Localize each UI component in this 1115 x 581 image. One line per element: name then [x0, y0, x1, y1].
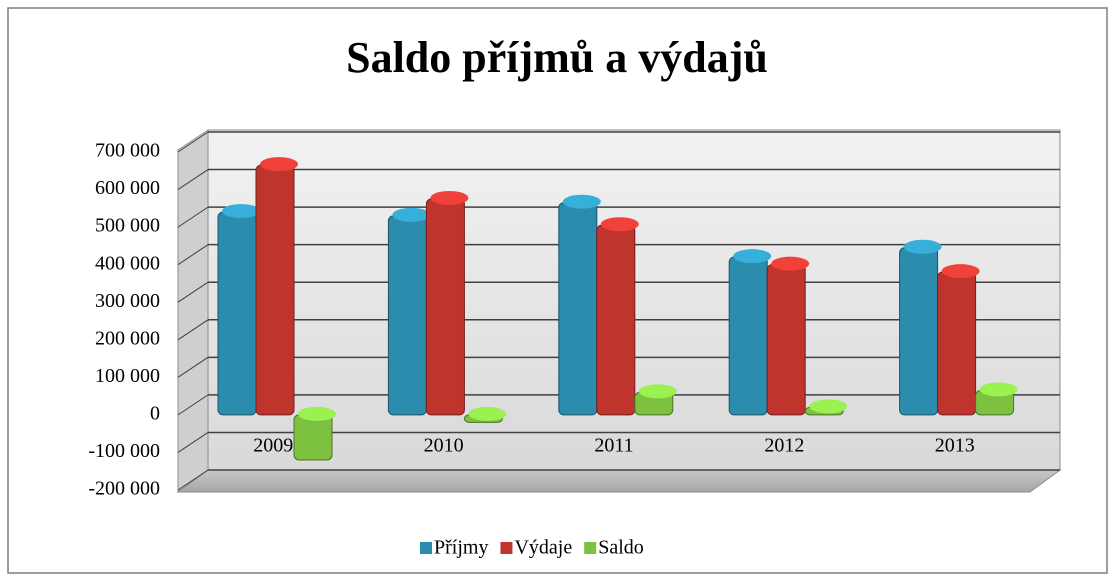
grid-line-side: [177, 394, 209, 416]
bar-cap: [941, 264, 980, 279]
bar: [728, 256, 768, 416]
bar-cap: [562, 194, 601, 209]
bar-cap: [260, 157, 298, 172]
bar: [766, 264, 806, 416]
bar-cap: [430, 190, 469, 205]
grid-line-side: [177, 281, 209, 303]
floor: [176, 469, 1062, 493]
bar-cap: [903, 239, 942, 254]
bar: [596, 224, 636, 416]
grid-line-side: [177, 244, 209, 266]
side-wall: [177, 129, 209, 493]
bar: [937, 271, 977, 416]
grid-line-side: [177, 356, 209, 378]
bar-cap: [298, 406, 336, 421]
grid-line-side: [177, 319, 209, 341]
bar-cap: [979, 382, 1018, 397]
y-tick-label: -200 000: [88, 478, 160, 500]
x-tick-label: 2012: [764, 435, 804, 457]
bar: [387, 215, 427, 416]
legend-swatch: [420, 542, 432, 554]
bar: [293, 414, 333, 461]
y-tick-label: 200 000: [95, 327, 160, 349]
x-tick-label: 2011: [594, 435, 633, 457]
y-tick-label: 600 000: [95, 177, 160, 199]
bar: [425, 198, 465, 416]
bar: [255, 164, 295, 416]
y-tick-label: 100 000: [95, 365, 160, 387]
legend-label: Příjmy: [434, 537, 488, 559]
bar-cap: [392, 207, 431, 222]
bar-cap: [222, 204, 260, 219]
bar-cap: [468, 406, 507, 421]
bar: [899, 247, 939, 416]
x-tick-label: 2010: [424, 435, 464, 457]
bar: [558, 202, 598, 416]
y-tick-label: 400 000: [95, 252, 160, 274]
grid-line-side: [177, 469, 209, 491]
legend-label: Saldo: [598, 537, 644, 559]
y-tick-label: 700 000: [95, 140, 160, 162]
y-tick-label: 300 000: [95, 290, 160, 312]
grid-line-side: [177, 206, 209, 228]
y-tick-label: -100 000: [88, 440, 160, 462]
legend: Příjmy Výdaje Saldo: [420, 537, 644, 559]
bar: [217, 211, 257, 416]
grid-line-side: [177, 432, 209, 453]
legend-swatch: [584, 542, 597, 554]
bar-cap: [638, 384, 677, 399]
chart-title: Saldo příjmů a výdajů: [346, 33, 768, 82]
y-tick-label: 0: [150, 402, 160, 424]
bar-cap: [733, 249, 772, 264]
x-tick-label: 2009: [253, 435, 293, 457]
legend-label: Výdaje: [514, 537, 572, 559]
grid-line-side: [177, 131, 209, 153]
legend-swatch: [500, 542, 513, 554]
y-tick-label: 500 000: [95, 215, 160, 237]
grid-line-side: [177, 169, 209, 190]
bar-cap: [771, 256, 810, 271]
x-tick-label: 2013: [935, 435, 975, 457]
bar-cap: [809, 399, 848, 414]
bar-cap: [600, 217, 639, 232]
